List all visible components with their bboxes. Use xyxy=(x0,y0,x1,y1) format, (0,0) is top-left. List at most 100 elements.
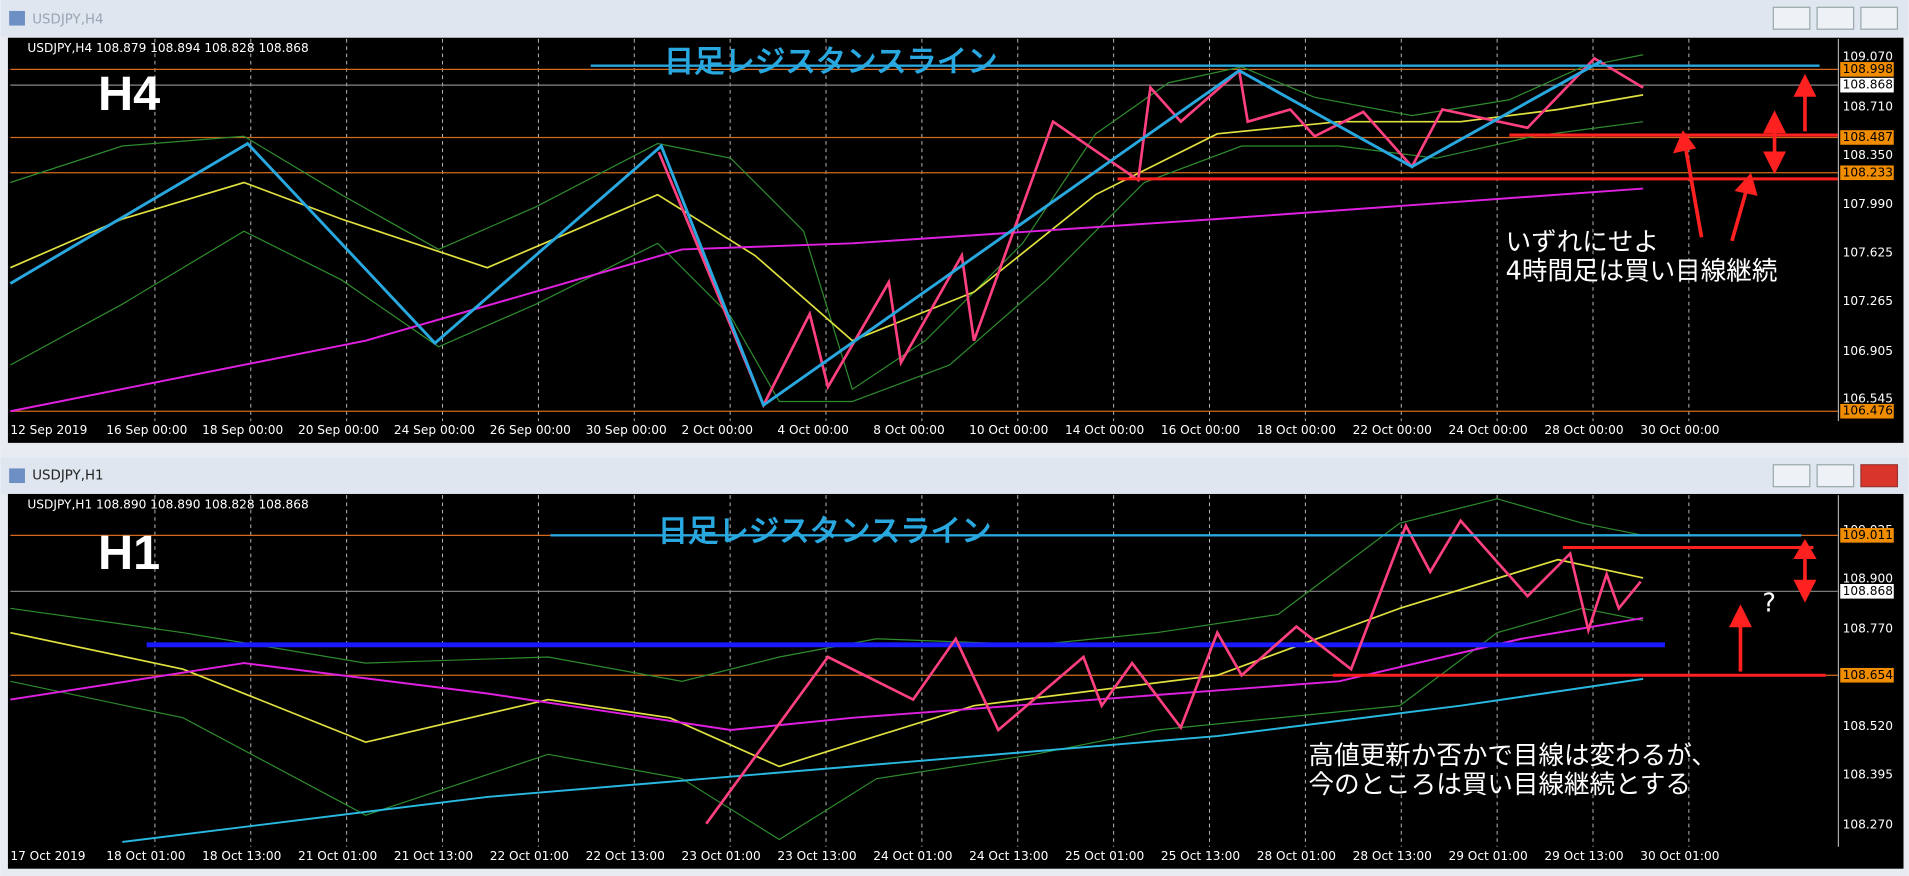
time-label: 16 Sep 00:00 xyxy=(106,423,187,437)
time-label: 28 Oct 00:00 xyxy=(1544,423,1623,437)
note: 高値更新か否かで目線は変わるが、 xyxy=(1309,741,1717,771)
zigzag-blue xyxy=(9,59,1603,408)
time-label: 30 Oct 00:00 xyxy=(1640,423,1719,437)
time-label: 29 Oct 01:00 xyxy=(1448,849,1527,863)
timeframe-label: H4 xyxy=(98,67,160,121)
price-box xyxy=(1840,62,1894,77)
time-label: 21 Oct 01:00 xyxy=(298,849,377,863)
price-box xyxy=(1840,584,1894,599)
arrow-head xyxy=(1793,73,1817,97)
price-label: 108.233 xyxy=(1843,165,1893,179)
arrow-head xyxy=(1763,110,1787,134)
note: いずれにせよ xyxy=(1506,227,1659,257)
price-label: 107.990 xyxy=(1843,197,1893,211)
time-label: 12 Sep 2019 xyxy=(10,423,87,437)
moving-average-longest xyxy=(122,677,1644,843)
minimize-button[interactable] xyxy=(1772,464,1811,488)
note: 今のところは買い目線継続とする xyxy=(1309,770,1691,800)
price-label: 108.710 xyxy=(1843,100,1893,114)
price-box xyxy=(1840,77,1894,93)
time-label: 30 Oct 01:00 xyxy=(1640,849,1719,863)
arrow-head xyxy=(1793,539,1817,560)
close-button[interactable] xyxy=(1860,464,1899,488)
time-label: 16 Oct 00:00 xyxy=(1161,423,1240,437)
time-label: 8 Oct 00:00 xyxy=(873,423,945,437)
arrow-head xyxy=(1734,172,1758,196)
time-label: 29 Oct 13:00 xyxy=(1544,849,1623,863)
price-box xyxy=(1840,667,1894,683)
time-label: 17 Oct 2019 xyxy=(10,849,85,863)
title-bar xyxy=(0,0,1909,37)
moving-average xyxy=(10,94,1644,342)
time-label: 14 Oct 00:00 xyxy=(1065,423,1144,437)
arrow xyxy=(1683,148,1704,238)
window-title: USDJPY,H4 xyxy=(32,12,103,27)
price-box xyxy=(1840,130,1894,145)
moving-average-long xyxy=(10,187,1644,413)
price-label: 106.905 xyxy=(1843,344,1893,358)
arrow xyxy=(1730,189,1749,242)
price-label: 108.900 xyxy=(1843,572,1893,586)
zigzag-pink xyxy=(657,56,1644,409)
minimize-button[interactable] xyxy=(1772,6,1811,30)
chart-area xyxy=(7,493,1904,869)
price-label: 107.265 xyxy=(1843,294,1893,308)
price-label: 108.770 xyxy=(1843,622,1893,636)
maximize-button[interactable] xyxy=(1816,6,1855,30)
time-label: 24 Oct 01:00 xyxy=(873,849,952,863)
price-box xyxy=(1840,528,1894,543)
price-label: 108.520 xyxy=(1843,719,1893,733)
time-label: 2 Oct 00:00 xyxy=(681,423,753,437)
arrow-head xyxy=(1763,151,1787,175)
time-label: 30 Sep 00:00 xyxy=(586,423,667,437)
time-label: 23 Oct 13:00 xyxy=(777,849,856,863)
price-box xyxy=(1840,403,1894,419)
price-label: 106.476 xyxy=(1843,404,1893,418)
moving-average xyxy=(10,558,1644,768)
timeframe-label: H1 xyxy=(98,526,160,580)
arrows xyxy=(1672,73,1817,242)
price-label: 108.350 xyxy=(1843,148,1893,162)
time-label: 4 Oct 00:00 xyxy=(777,423,849,437)
time-label: 18 Oct 00:00 xyxy=(1257,423,1336,437)
time-label: 22 Oct 01:00 xyxy=(490,849,569,863)
close-button[interactable] xyxy=(1860,6,1899,30)
price-label: 107.625 xyxy=(1843,246,1893,260)
zigzag-pink xyxy=(705,518,1642,825)
bollinger-lower xyxy=(10,121,1644,403)
time-label: 24 Oct 00:00 xyxy=(1448,423,1527,437)
bollinger-upper xyxy=(10,54,1644,391)
resistance-label: 日足レジスタンスライン xyxy=(664,45,998,80)
time-label: 26 Sep 00:00 xyxy=(490,423,571,437)
price-box xyxy=(1840,165,1894,181)
time-label: 24 Sep 00:00 xyxy=(394,423,475,437)
price-label: 108.654 xyxy=(1843,668,1894,682)
chart-header: USDJPY,H4 108.879 108.894 108.828 108.86… xyxy=(27,41,308,55)
window-icon xyxy=(9,10,25,26)
note: 4時間足は買い目線継続 xyxy=(1506,257,1778,287)
price-label: 109.011 xyxy=(1843,528,1893,542)
arrow-head xyxy=(1728,604,1752,628)
time-label: 25 Oct 01:00 xyxy=(1065,849,1144,863)
time-label: 18 Oct 13:00 xyxy=(202,849,281,863)
arrows xyxy=(1728,539,1817,672)
maximize-button[interactable] xyxy=(1816,464,1855,488)
arrow-head xyxy=(1672,130,1697,154)
window-icon xyxy=(9,468,25,484)
price-label: 108.868 xyxy=(1843,584,1893,598)
price-label: 106.545 xyxy=(1843,392,1893,406)
time-label: 22 Oct 00:00 xyxy=(1353,423,1432,437)
chart-header: USDJPY,H1 108.890 108.890 108.828 108.86… xyxy=(27,497,308,511)
price-label: 108.395 xyxy=(1843,768,1893,782)
time-label: 18 Oct 01:00 xyxy=(106,849,185,863)
resistance-label: 日足レジスタンスライン xyxy=(658,514,992,549)
time-label: 10 Oct 00:00 xyxy=(969,423,1048,437)
time-label: 18 Sep 00:00 xyxy=(202,423,283,437)
price-label: 109.070 xyxy=(1843,50,1893,64)
time-label: 25 Oct 13:00 xyxy=(1161,849,1240,863)
axis-line xyxy=(1837,495,1840,847)
window-buttons xyxy=(1772,6,1899,30)
time-label: 28 Oct 13:00 xyxy=(1353,849,1432,863)
